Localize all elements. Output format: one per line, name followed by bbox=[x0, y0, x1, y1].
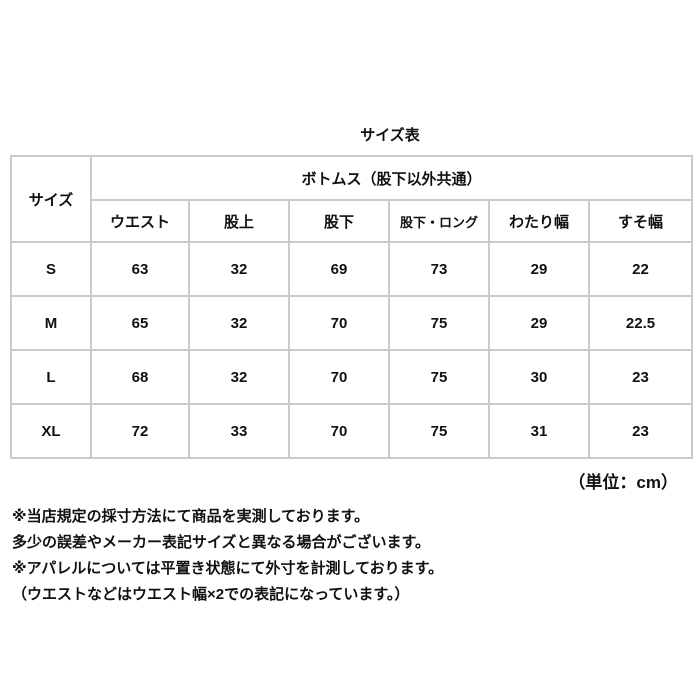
table-row: M 65 32 70 75 29 22.5 bbox=[10, 295, 694, 351]
value-cell: 31 bbox=[488, 403, 590, 459]
value-cell: 75 bbox=[388, 403, 490, 459]
size-cell: L bbox=[10, 349, 92, 405]
column-header: 股上 bbox=[188, 199, 290, 243]
value-cell: 23 bbox=[587, 349, 694, 405]
note-line: ※当店規定の採寸方法にて商品を実測しております。 bbox=[12, 508, 370, 525]
value-cell: 63 bbox=[90, 241, 190, 297]
value-cell: 22.5 bbox=[587, 295, 694, 351]
value-cell: 29 bbox=[488, 241, 590, 297]
notes: ※当店規定の採寸方法にて商品を実測しております。 多少の誤差やメーカー表記サイズ… bbox=[12, 504, 443, 608]
value-cell: 22 bbox=[587, 241, 694, 297]
size-cell: XL bbox=[10, 403, 92, 459]
value-cell: 65 bbox=[90, 295, 190, 351]
value-cell: 72 bbox=[90, 403, 190, 459]
value-cell: 69 bbox=[288, 241, 390, 297]
size-header: サイズ bbox=[10, 155, 92, 243]
value-cell: 68 bbox=[90, 349, 190, 405]
size-table: サイズ ボトムス（股下以外共通） ウエスト 股上 股下 股下・ロング わたり幅 すそ幅 S… bbox=[10, 155, 694, 459]
column-header: 股下 bbox=[288, 199, 390, 243]
value-cell: 33 bbox=[188, 403, 290, 459]
column-header: ウエスト bbox=[90, 199, 190, 243]
value-cell: 29 bbox=[488, 295, 590, 351]
group-header: ボトムス（股下以外共通） bbox=[89, 155, 694, 201]
note-line: ※アパレルについては平置き状態にて外寸を計測しております。 bbox=[12, 560, 444, 577]
value-cell: 32 bbox=[188, 295, 290, 351]
table-row: S 63 32 69 73 29 22 bbox=[10, 241, 694, 297]
size-cell: M bbox=[10, 295, 92, 351]
table-row: XL 72 33 70 75 31 23 bbox=[10, 403, 694, 459]
value-cell: 70 bbox=[288, 295, 390, 351]
value-cell: 70 bbox=[288, 403, 390, 459]
note-line: （ウエストなどはウエスト幅×2での表記になっています。） bbox=[12, 586, 410, 603]
value-cell: 73 bbox=[388, 241, 490, 297]
column-header: すそ幅 bbox=[587, 199, 694, 243]
column-header: わたり幅 bbox=[488, 199, 590, 243]
value-cell: 30 bbox=[488, 349, 590, 405]
value-cell: 32 bbox=[188, 349, 290, 405]
size-cell: S bbox=[10, 241, 92, 297]
page-title: サイズ表 bbox=[360, 127, 420, 144]
unit-label: （単位：cm） bbox=[568, 473, 678, 492]
note-line: 多少の誤差やメーカー表記サイズと異なる場合がございます。 bbox=[12, 534, 431, 551]
value-cell: 70 bbox=[288, 349, 390, 405]
column-header: 股下・ロング bbox=[388, 199, 490, 243]
value-cell: 23 bbox=[587, 403, 694, 459]
table-row: L 68 32 70 75 30 23 bbox=[10, 349, 694, 405]
value-cell: 32 bbox=[188, 241, 290, 297]
value-cell: 75 bbox=[388, 349, 490, 405]
value-cell: 75 bbox=[388, 295, 490, 351]
